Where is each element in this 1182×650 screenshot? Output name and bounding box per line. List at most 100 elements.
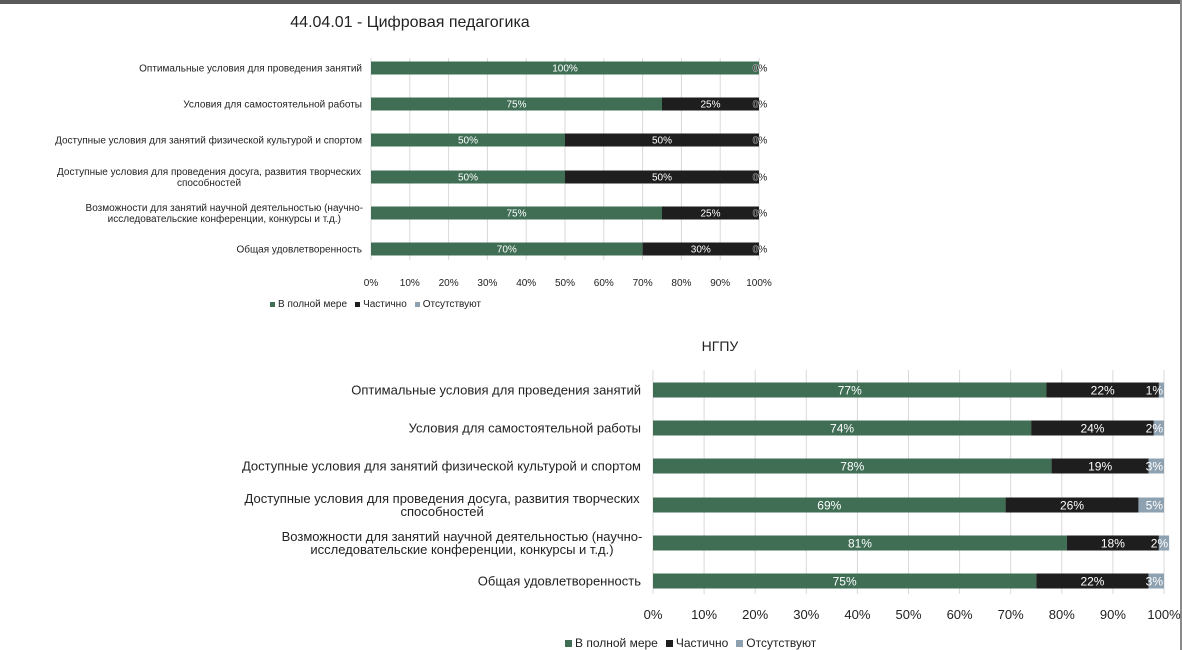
data-label-absent: 2% [1151, 536, 1169, 550]
data-label-partial: 30% [691, 245, 711, 256]
data-label-partial: 22% [1080, 574, 1104, 588]
data-label-full: 77% [838, 383, 862, 397]
x-tick-label: 90% [1100, 607, 1126, 622]
bar-full [371, 61, 759, 75]
data-label-partial: 25% [700, 100, 720, 111]
category-label: Доступные условия для занятий физической… [242, 459, 641, 474]
x-tick-label: 10% [400, 278, 420, 289]
bar-full [653, 573, 1037, 589]
bar-absent [1148, 458, 1164, 474]
bar-partial [1036, 573, 1149, 589]
category-label: способностей [400, 504, 483, 519]
bar-absent [1138, 497, 1164, 513]
legend-label-full: В полной мере [278, 299, 348, 310]
legend-label-full: В полной мере [575, 636, 658, 650]
x-tick-label: 20% [742, 607, 768, 622]
bar-partial [1005, 497, 1139, 513]
data-label-absent: 0% [753, 245, 768, 256]
data-label-absent: 0% [753, 173, 768, 184]
bar-full [653, 382, 1047, 398]
window-top-border [0, 0, 1182, 4]
x-tick-label: 30% [477, 278, 497, 289]
legend-label-absent: Отсутствуют [422, 299, 481, 310]
category-label: Оптимальные условия для проведения занят… [351, 383, 641, 398]
x-tick-label: 80% [671, 278, 691, 289]
chart-1: 0% 10% 20% 30% 40% 50% 60% 70% 80% 90% 100% Оптимал… [55, 58, 772, 289]
data-label-full: 100% [552, 64, 578, 75]
data-label-partial: 22% [1091, 383, 1115, 397]
x-tick-label: 60% [947, 607, 973, 622]
x-tick-label: 80% [1049, 607, 1075, 622]
x-tick-label: 50% [555, 278, 575, 289]
data-label-absent: 2% [1146, 421, 1164, 435]
x-tick-label: 20% [439, 278, 459, 289]
category-label: Доступные условия для занятий физической… [55, 135, 362, 147]
bar-partial [662, 97, 759, 111]
category-label: Доступные условия для проведения досуга,… [245, 491, 641, 506]
chart-1-legend: В полной мере Частично Отсутствуют [270, 299, 489, 310]
legend-swatch-absent [414, 302, 420, 307]
x-tick-label: 90% [710, 278, 730, 289]
legend-swatch-full [565, 639, 572, 647]
data-label-partial: 0% [753, 64, 768, 75]
data-label-absent: 3% [1146, 459, 1164, 473]
window-right-border [1180, 0, 1182, 650]
data-label-full: 75% [506, 100, 526, 111]
bar-full [653, 535, 1067, 551]
category-label: Общая удовлетворенность [236, 244, 362, 256]
bar-partial [1046, 382, 1159, 398]
data-label-full: 81% [848, 536, 872, 550]
legend-swatch-full [270, 302, 275, 307]
bar-partial [565, 170, 759, 184]
data-label-full: 50% [458, 136, 478, 147]
category-label: исследовательские конференции, конкурсы … [108, 213, 341, 225]
category-label: Доступные условия для проведения досуга,… [57, 167, 361, 178]
category-label: Общая удовлетворенность [478, 574, 641, 589]
bar-partial [1066, 535, 1159, 551]
bar-full [371, 170, 565, 184]
legend-item-absent: Отсутствуют [736, 636, 816, 650]
bar-absent [1153, 420, 1164, 436]
data-label-full: 74% [830, 421, 854, 435]
bar-full [371, 206, 662, 220]
data-label-full: 69% [817, 498, 841, 512]
bar-full [371, 97, 662, 111]
bar-full [653, 458, 1052, 474]
data-label-partial: 25% [700, 209, 720, 220]
x-tick-label: 0% [364, 278, 379, 289]
legend-label-partial: Частично [363, 299, 407, 310]
bar-partial [1051, 458, 1149, 474]
legend-item-absent: Отсутствуют [414, 299, 481, 310]
data-label-absent: 5% [1146, 498, 1164, 512]
x-tick-label: 100% [746, 278, 772, 289]
category-label: способностей [177, 177, 241, 189]
bar-partial [662, 206, 759, 220]
data-label-full: 75% [833, 574, 857, 588]
data-label-absent: 3% [1146, 574, 1164, 588]
chart-2: 0% 10% 20% 30% 40% 50% 60% 70% 80% 90% 100% Оптимал… [242, 370, 1181, 622]
chart-2-legend: В полной мере Частично Отсутствуют [565, 636, 824, 650]
x-tick-label: 70% [998, 607, 1024, 622]
x-tick-label: 0% [644, 607, 663, 622]
legend-item-full: В полной мере [565, 636, 658, 650]
data-label-partial: 50% [652, 136, 672, 147]
bar-absent [1158, 535, 1170, 551]
x-tick-label: 60% [594, 278, 614, 289]
chart-2-title: НГПУ [701, 338, 739, 354]
bar-partial [1031, 420, 1154, 436]
legend-swatch-partial [355, 302, 361, 307]
data-label-partial: 26% [1060, 498, 1084, 512]
legend-label-partial: Частично [675, 636, 729, 650]
bar-partial [642, 242, 759, 256]
bar-full [371, 133, 565, 147]
data-label-absent: 0% [753, 64, 768, 75]
x-tick-label: 40% [844, 607, 870, 622]
x-tick-label: 50% [895, 607, 921, 622]
x-tick-label: 70% [633, 278, 653, 289]
bar-full [371, 242, 643, 256]
category-label: Возможности для занятий научной деятельн… [86, 203, 364, 214]
data-label-full: 50% [458, 173, 478, 184]
legend-item-partial: Частично [665, 636, 729, 650]
data-label-partial: 24% [1080, 421, 1104, 435]
legend-item-partial: Частично [355, 299, 407, 310]
